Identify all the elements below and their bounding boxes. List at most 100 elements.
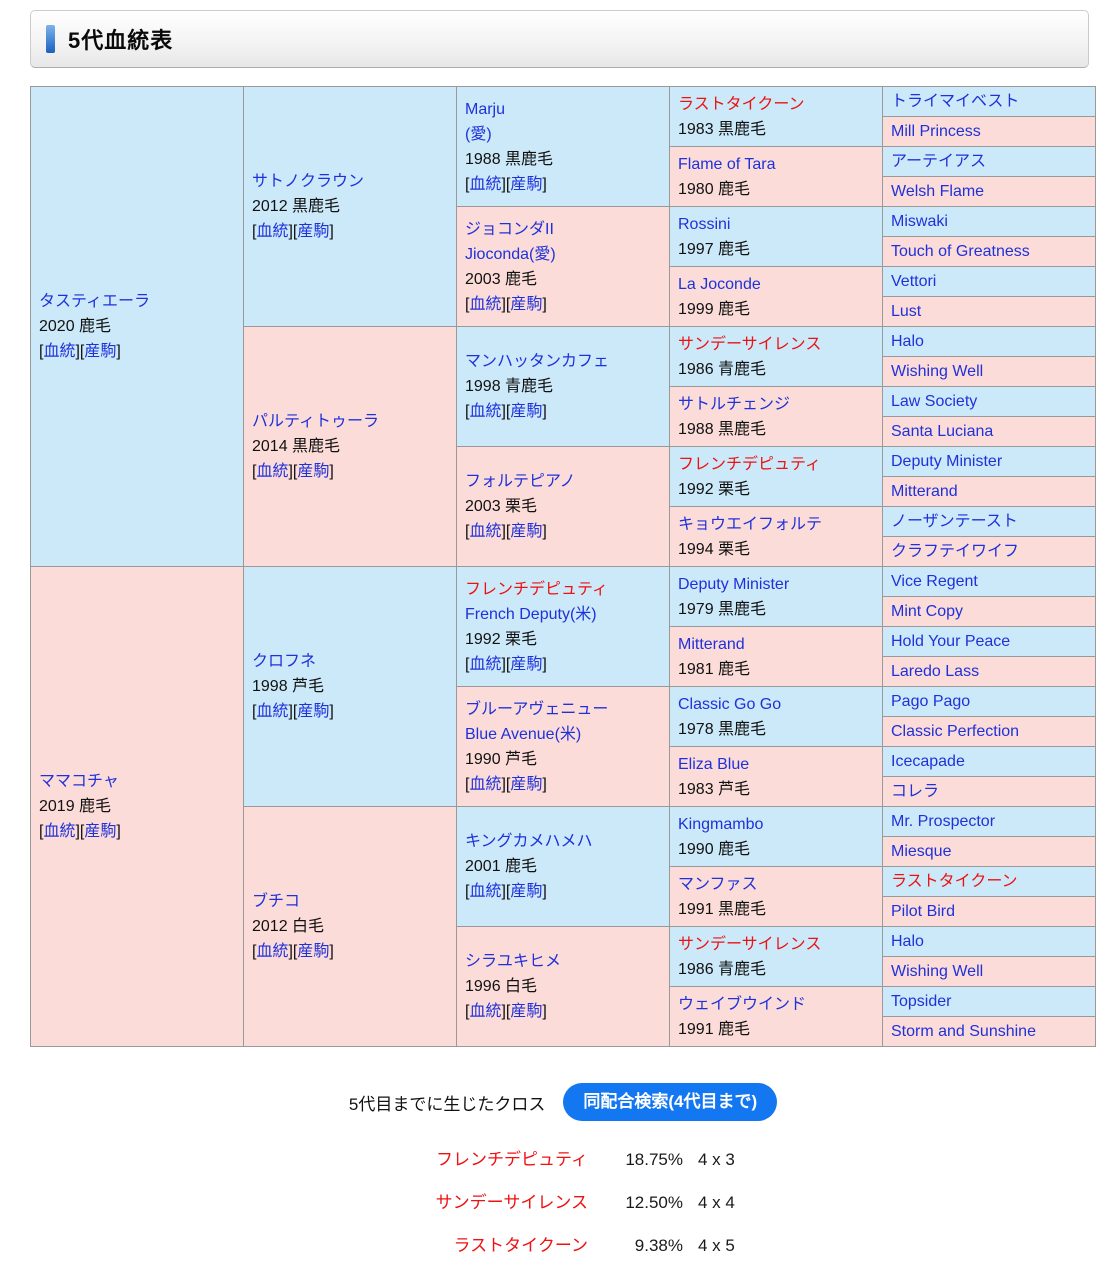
horse-link[interactable]: Lust xyxy=(891,303,922,320)
horse-link[interactable]: Classic Perfection xyxy=(891,723,1020,740)
progeny-link[interactable]: 産駒 xyxy=(510,883,543,900)
horse-link[interactable]: Deputy Minister xyxy=(678,575,790,593)
bloodline-link[interactable]: 血統 xyxy=(469,175,502,193)
pedigree-cell: ラストタイクーン xyxy=(882,866,1096,897)
horse-link[interactable]: Mint Copy xyxy=(891,603,964,620)
horse-link[interactable]: トライマイベスト xyxy=(891,93,1020,110)
progeny-link[interactable]: 産駒 xyxy=(297,943,330,960)
horse-link[interactable]: Wishing Well xyxy=(891,963,984,980)
horse-link[interactable]: Kingmambo xyxy=(678,815,764,833)
bloodline-link[interactable]: 血統 xyxy=(256,703,289,720)
bloodline-link[interactable]: 血統 xyxy=(256,223,289,240)
horse-link[interactable]: Pago Pago xyxy=(891,693,971,710)
bloodline-link[interactable]: 血統 xyxy=(469,655,502,673)
horse-link[interactable]: サトノクラウン xyxy=(252,173,365,190)
horse-link[interactable]: ウェイブウインド xyxy=(678,995,807,1013)
horse-link[interactable]: Classic Go Go xyxy=(678,695,782,713)
horse-link[interactable]: Miesque xyxy=(891,843,952,860)
progeny-link[interactable]: 産駒 xyxy=(297,223,330,240)
horse-link[interactable]: Marju xyxy=(465,100,506,118)
horse-link[interactable]: Rossini xyxy=(678,215,731,233)
horse-link[interactable]: Welsh Flame xyxy=(891,183,985,200)
horse-link[interactable]: Law Society xyxy=(891,393,978,410)
horse-link[interactable]: クロフネ xyxy=(252,653,317,670)
horse-link[interactable]: フレンチデピュティ xyxy=(465,580,609,598)
horse-link[interactable]: Wishing Well xyxy=(891,363,984,380)
horse-link[interactable]: Halo xyxy=(891,333,924,350)
horse-link[interactable]: マンファス xyxy=(678,875,758,893)
horse-link-secondary[interactable]: Jioconda(愛) xyxy=(465,245,556,263)
horse-link[interactable]: ブチコ xyxy=(252,893,301,910)
horse-link[interactable]: フレンチデピュティ xyxy=(678,455,822,473)
cross-horse-link[interactable]: サンデーサイレンス xyxy=(435,1193,588,1212)
cross-horse-link[interactable]: フレンチデピュティ xyxy=(436,1150,588,1169)
horse-link-secondary[interactable]: (愛) xyxy=(465,125,492,143)
horse-link[interactable]: シラユキヒメ xyxy=(465,953,562,970)
bloodline-link[interactable]: 血統 xyxy=(469,775,502,793)
horse-link[interactable]: コレラ xyxy=(891,783,940,800)
bloodline-link[interactable]: 血統 xyxy=(43,823,76,840)
horse-link[interactable]: フォルテピアノ xyxy=(465,473,576,490)
horse-link[interactable]: クラフテイワイフ xyxy=(891,543,1020,560)
horse-link[interactable]: Laredo Lass xyxy=(891,663,980,680)
horse-link[interactable]: Deputy Minister xyxy=(891,453,1003,470)
horse-link[interactable]: Santa Luciana xyxy=(891,423,994,440)
bloodline-link[interactable]: 血統 xyxy=(469,523,502,540)
progeny-link[interactable]: 産駒 xyxy=(297,703,330,720)
horse-link[interactable]: Halo xyxy=(891,933,924,950)
horse-link[interactable]: Icecapade xyxy=(891,753,965,770)
bloodline-link[interactable]: 血統 xyxy=(43,343,76,360)
horse-link[interactable]: タスティエーラ xyxy=(39,293,151,310)
horse-link[interactable]: Vice Regent xyxy=(891,573,978,590)
horse-link[interactable]: ブルーアヴェニュー xyxy=(465,700,609,718)
progeny-link[interactable]: 産駒 xyxy=(510,175,543,193)
bloodline-link[interactable]: 血統 xyxy=(256,463,289,480)
progeny-link[interactable]: 産駒 xyxy=(510,403,543,420)
horse-link-secondary[interactable]: Blue Avenue(米) xyxy=(465,725,582,743)
horse-link[interactable]: ラストタイクーン xyxy=(678,95,805,113)
progeny-link[interactable]: 産駒 xyxy=(84,823,117,840)
horse-link[interactable]: パルティトゥーラ xyxy=(252,413,380,430)
horse-link[interactable]: キョウエイフォルテ xyxy=(678,515,823,533)
progeny-link[interactable]: 産駒 xyxy=(510,655,543,673)
progeny-link[interactable]: 産駒 xyxy=(510,295,543,313)
progeny-link[interactable]: 産駒 xyxy=(297,463,330,480)
horse-link[interactable]: Flame of Tara xyxy=(678,155,776,173)
bloodline-link[interactable]: 血統 xyxy=(469,883,502,900)
horse-link[interactable]: キングカメハメハ xyxy=(465,833,593,850)
bloodline-link[interactable]: 血統 xyxy=(469,295,502,313)
horse-link[interactable]: Pilot Bird xyxy=(891,903,956,920)
horse-link[interactable]: マンハッタンカフェ xyxy=(465,353,610,370)
horse-link[interactable]: Hold Your Peace xyxy=(891,633,1011,650)
progeny-link[interactable]: 産駒 xyxy=(84,343,117,360)
cross-horse-link[interactable]: ラストタイクーン xyxy=(453,1236,588,1255)
horse-link[interactable]: Mitterand xyxy=(891,483,958,500)
horse-link[interactable]: Topsider xyxy=(891,993,952,1010)
horse-link[interactable]: Storm and Sunshine xyxy=(891,1023,1036,1040)
pedigree-cell: アーテイアス xyxy=(882,146,1096,177)
progeny-link[interactable]: 産駒 xyxy=(510,523,543,540)
horse-link[interactable]: ノーザンテースト xyxy=(891,513,1018,530)
horse-link[interactable]: アーテイアス xyxy=(891,153,987,170)
same-mating-search-button[interactable]: 同配合検索(4代目まで) xyxy=(563,1083,778,1121)
horse-link[interactable]: サンデーサイレンス xyxy=(678,935,822,953)
horse-link[interactable]: Mitterand xyxy=(678,635,745,653)
horse-link[interactable]: ラストタイクーン xyxy=(891,873,1018,890)
horse-link[interactable]: Miswaki xyxy=(891,213,948,230)
progeny-link[interactable]: 産駒 xyxy=(510,775,543,793)
horse-link[interactable]: Eliza Blue xyxy=(678,755,750,773)
bloodline-link[interactable]: 血統 xyxy=(469,1003,502,1020)
horse-link[interactable]: サンデーサイレンス xyxy=(678,335,822,353)
horse-link[interactable]: ジョコンダII xyxy=(465,220,554,238)
progeny-link[interactable]: 産駒 xyxy=(510,1003,543,1020)
horse-link[interactable]: La Joconde xyxy=(678,275,761,293)
horse-link[interactable]: Vettori xyxy=(891,273,937,290)
horse-link-secondary[interactable]: French Deputy(米) xyxy=(465,605,597,623)
bloodline-link[interactable]: 血統 xyxy=(256,943,289,960)
horse-link[interactable]: Touch of Greatness xyxy=(891,243,1030,260)
horse-link[interactable]: Mr. Prospector xyxy=(891,813,996,830)
horse-link[interactable]: サトルチェンジ xyxy=(678,395,791,413)
horse-link[interactable]: Mill Princess xyxy=(891,123,981,140)
bloodline-link[interactable]: 血統 xyxy=(469,403,502,420)
horse-link[interactable]: ママコチャ xyxy=(39,773,119,790)
